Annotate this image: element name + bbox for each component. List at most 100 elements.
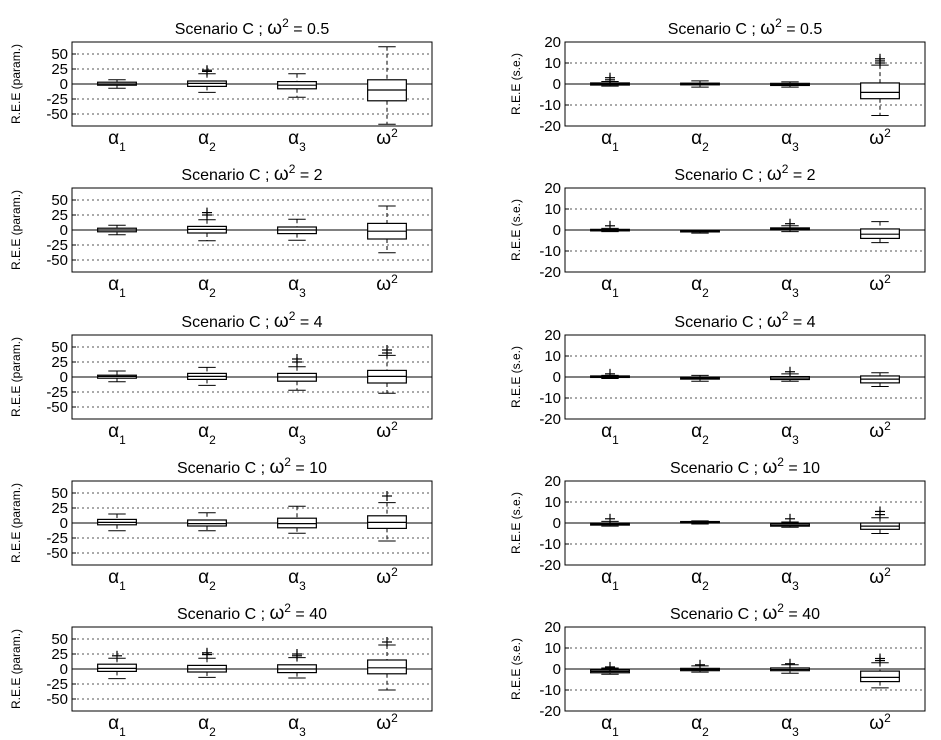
y-tick-label: -25 xyxy=(46,237,68,254)
y-axis-label: R.E.E (s.e.) xyxy=(509,492,523,554)
y-tick-label: -50 xyxy=(46,252,68,269)
x-tick-label: α2 xyxy=(691,274,709,300)
x-tick-label: α2 xyxy=(198,567,216,593)
subplot-1-1: Scenario C ; ω2 = 2 20 10 0 -10 -20 R.E.E (s.e… xyxy=(509,162,926,300)
box-0 xyxy=(590,72,630,87)
outlier-marker xyxy=(202,65,212,76)
subplot-title: Scenario C ; ω2 = 10 xyxy=(670,455,820,478)
x-tick-label: α3 xyxy=(781,128,799,154)
subplot-title: Scenario C ; ω2 = 10 xyxy=(177,455,327,478)
y-tick-label: 20 xyxy=(544,473,561,490)
box-3 xyxy=(367,491,407,542)
y-tick-label: -20 xyxy=(539,264,561,281)
y-tick-label: 20 xyxy=(544,34,561,51)
box-0 xyxy=(590,220,630,233)
box-3 xyxy=(860,506,900,534)
x-tick-label: ω2 xyxy=(376,711,398,734)
y-tick-label: 10 xyxy=(544,640,561,657)
plot-frame xyxy=(564,187,926,273)
plot-frame xyxy=(71,41,433,127)
y-tick-label: -10 xyxy=(539,536,561,553)
y-tick-label: -10 xyxy=(539,243,561,260)
box-0 xyxy=(590,661,630,675)
x-tick-label: α3 xyxy=(781,713,799,739)
subplot-title: Scenario C ; ω2 = 4 xyxy=(674,309,815,332)
outlier-marker xyxy=(202,207,212,218)
box-2 xyxy=(277,354,317,391)
y-tick-label: 0 xyxy=(60,515,68,532)
box-2 xyxy=(277,505,317,534)
y-tick-label: 10 xyxy=(544,348,561,365)
y-axis-label: R.E.E (s.e.) xyxy=(509,346,523,408)
y-axis-label: R.E.E (param.) xyxy=(9,483,23,563)
outlier-marker xyxy=(605,661,615,672)
outlier-marker xyxy=(605,72,615,83)
box-2 xyxy=(770,513,810,528)
box-3 xyxy=(860,372,900,387)
y-tick-label: 50 xyxy=(51,631,68,648)
y-axis-label: R.E.E (param.) xyxy=(9,44,23,124)
box-2 xyxy=(770,366,810,382)
x-tick-label: α3 xyxy=(781,421,799,447)
x-tick-label: α2 xyxy=(691,128,709,154)
subplot-4-1: Scenario C ; ω2 = 40 20 10 0 -10 -20 R.E.E (s.… xyxy=(509,601,926,739)
plot-frame xyxy=(564,626,926,712)
y-tick-label: 50 xyxy=(51,46,68,63)
x-tick-label: α2 xyxy=(198,713,216,739)
outlier-marker xyxy=(785,658,795,669)
box-0 xyxy=(590,368,630,379)
x-tick-label: α1 xyxy=(108,567,126,593)
y-tick-label: 25 xyxy=(51,500,68,517)
plot-frame xyxy=(71,626,433,712)
outlier-marker xyxy=(875,53,885,64)
box-3 xyxy=(860,653,900,689)
iqr-box xyxy=(97,663,137,673)
y-axis-label: R.E.E (param.) xyxy=(9,190,23,270)
outlier-marker xyxy=(875,653,885,664)
y-tick-label: -20 xyxy=(539,118,561,135)
box-0 xyxy=(97,370,137,383)
y-tick-label: -50 xyxy=(46,691,68,708)
x-tick-label: α1 xyxy=(601,274,619,300)
box-1 xyxy=(680,80,720,88)
box-0 xyxy=(590,513,630,527)
outlier-marker xyxy=(785,513,795,524)
outlier-marker xyxy=(292,649,302,659)
y-tick-label: 0 xyxy=(60,661,68,678)
y-tick-label: 50 xyxy=(51,485,68,502)
x-tick-label: α1 xyxy=(108,421,126,447)
outlier-marker xyxy=(382,637,392,647)
x-tick-label: α2 xyxy=(198,274,216,300)
y-tick-label: 25 xyxy=(51,646,68,663)
box-1 xyxy=(680,374,720,382)
box-1 xyxy=(680,659,720,673)
box-2 xyxy=(277,218,317,241)
outlier-marker xyxy=(605,513,615,524)
subplot-title: Scenario C ; ω2 = 40 xyxy=(670,601,820,624)
outlier-marker xyxy=(605,220,615,231)
x-tick-label: α3 xyxy=(781,567,799,593)
x-tick-label: α1 xyxy=(601,128,619,154)
box-1 xyxy=(187,647,227,678)
y-tick-label: 0 xyxy=(553,369,561,386)
subplot-3-1: Scenario C ; ω2 = 10 20 10 0 -10 -20 R.E.E (s.… xyxy=(509,455,926,593)
x-tick-label: α2 xyxy=(691,567,709,593)
x-tick-label: ω2 xyxy=(869,126,891,149)
outlier-marker xyxy=(112,650,122,661)
y-tick-label: -25 xyxy=(46,91,68,108)
plot-frame xyxy=(564,334,926,420)
x-tick-label: α2 xyxy=(198,128,216,154)
outlier-marker xyxy=(875,506,885,517)
box-1 xyxy=(187,512,227,532)
x-tick-label: α3 xyxy=(288,274,306,300)
y-tick-label: 20 xyxy=(544,327,561,344)
x-tick-label: α1 xyxy=(108,274,126,300)
x-tick-label: α1 xyxy=(108,128,126,154)
outlier-marker xyxy=(605,368,615,379)
y-tick-label: 25 xyxy=(51,61,68,78)
y-axis-label: R.E.E (s.e.) xyxy=(509,638,523,700)
plot-frame xyxy=(564,41,926,127)
x-tick-label: α1 xyxy=(108,713,126,739)
outlier-marker xyxy=(785,218,795,229)
